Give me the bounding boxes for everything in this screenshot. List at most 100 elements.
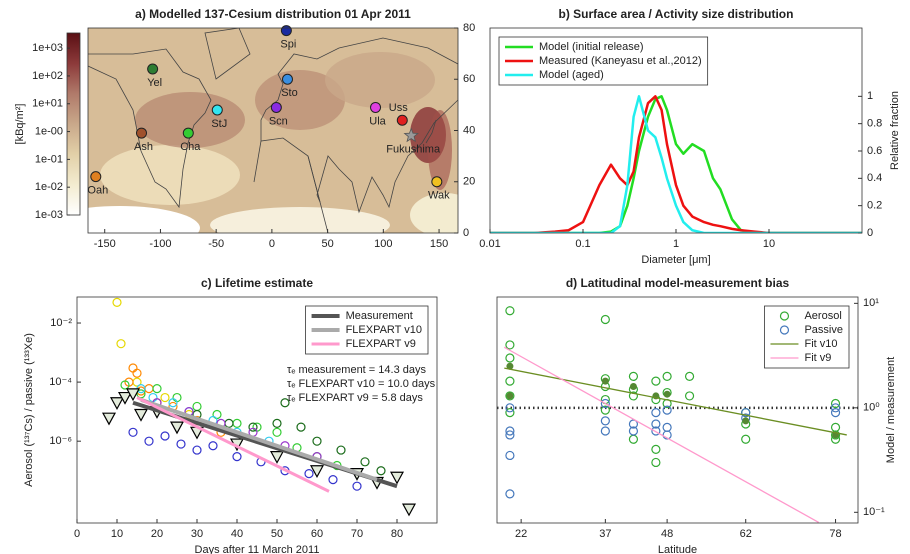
circle-point — [148, 392, 158, 403]
legend: Aerosol Passive Fit v10 Fit v9 — [764, 305, 850, 369]
station-marker — [135, 127, 147, 139]
circle-point — [651, 457, 661, 468]
circle-point — [505, 403, 515, 413]
station-label: Oah — [87, 185, 108, 197]
station-label: Scn — [269, 115, 288, 127]
triangle-point — [309, 465, 325, 478]
line-series — [490, 95, 862, 233]
triangle-point — [125, 388, 141, 402]
circle-point — [505, 376, 515, 386]
line-series — [140, 397, 378, 482]
circle-point — [192, 401, 202, 412]
x-tick-label: 0 — [74, 528, 80, 540]
x-tick-label: -150 — [94, 238, 116, 250]
y-tick-label: 80 — [463, 22, 475, 34]
colorbar — [66, 32, 81, 216]
y-tick-label: 10⁻⁶ — [49, 435, 72, 447]
station-marker — [431, 176, 443, 188]
station-marker — [147, 63, 159, 75]
circle-point — [116, 339, 126, 349]
triangle-point — [117, 391, 133, 405]
circle-point — [505, 450, 515, 461]
circle-point — [628, 426, 639, 436]
station-marker — [182, 127, 194, 139]
y-tick-label: 20 — [463, 176, 475, 188]
colorbar-tick-label: 1e-00 — [35, 125, 63, 137]
legend-label: Passive — [804, 324, 843, 336]
circle-point — [112, 297, 122, 307]
x-tick-label: 10 — [763, 238, 775, 250]
dot-point — [742, 417, 750, 425]
circle-point — [192, 445, 202, 455]
y-axis-label: Aerosol (¹³⁷Cs) / passive (¹³³Xe) — [23, 333, 35, 487]
circle-point — [336, 445, 346, 455]
x-tick-label: 1 — [673, 238, 679, 250]
line-series — [490, 95, 862, 233]
y-tick-label: 0.6 — [867, 145, 882, 157]
x-axis-label: Latitude — [658, 544, 697, 554]
x-tick-label: 62 — [740, 528, 752, 540]
circle-point — [662, 422, 672, 432]
circle-point — [628, 419, 639, 429]
circle-point — [830, 403, 841, 413]
station-label: StJ — [211, 118, 227, 130]
y-axis-label: Model / measurement — [885, 357, 897, 463]
circle-point — [272, 427, 282, 437]
circle-point — [505, 306, 515, 316]
triangle-point — [169, 421, 185, 435]
circle-point — [248, 422, 258, 432]
circle-point — [120, 380, 130, 390]
circle-point — [312, 436, 322, 446]
triangle-point — [269, 451, 285, 464]
circle-point — [651, 408, 661, 418]
circle-point — [684, 391, 695, 401]
circle-point — [830, 430, 841, 440]
line-series — [490, 95, 862, 233]
plot-area — [490, 95, 862, 233]
circle-point — [376, 466, 386, 476]
circle-point — [600, 416, 610, 426]
triangle-point — [101, 412, 117, 426]
y-axis-label: Relative fraction — [889, 91, 901, 170]
dot-point — [506, 362, 514, 370]
colorbar-tick-label: 1e+01 — [32, 98, 63, 110]
x-tick-label: 0.01 — [479, 238, 500, 250]
circle-point — [272, 418, 282, 428]
colorbar-label: [kBq/m²] — [14, 104, 26, 145]
station-marker — [270, 101, 282, 113]
circle-point — [505, 408, 515, 418]
legend-label: Aerosol — [804, 310, 841, 322]
legend: Measurement FLEXPART v10 FLEXPART v9 — [305, 305, 429, 355]
station-label: Ash — [134, 141, 153, 153]
y-tick-label: 0.4 — [867, 172, 882, 184]
circle-point — [304, 468, 314, 479]
legend-label: Measured (Kaneyasu et al.,2012) — [539, 55, 702, 67]
panel-title: a) Modelled 137-Cesium distribution 01 A… — [135, 7, 411, 21]
x-axis-label: Diameter [μm] — [641, 254, 710, 266]
circle-point — [662, 430, 672, 440]
circle-point — [208, 441, 218, 451]
circle-point — [830, 408, 841, 418]
y-tick-label: 10⁻⁴ — [49, 376, 72, 388]
station-label: Yel — [147, 77, 162, 89]
circle-point — [505, 353, 515, 363]
circle-point — [662, 405, 672, 415]
x-tick-label: 37 — [599, 528, 611, 540]
legend-box — [498, 36, 709, 86]
circle-point — [505, 426, 515, 436]
y-tick-label: 10¹ — [863, 297, 879, 309]
y-tick-label: 0.2 — [867, 200, 882, 212]
circle-point — [232, 452, 242, 462]
station-marker — [90, 171, 102, 183]
x-tick-label: 150 — [430, 238, 448, 250]
circle-point — [662, 371, 672, 381]
legend-label: Model (aged) — [539, 69, 604, 81]
circle-point — [144, 384, 154, 394]
panel-title: c) Lifetime estimate — [201, 276, 313, 290]
legend-swatch — [779, 311, 790, 321]
x-tick-label: 30 — [191, 528, 203, 540]
station-label: Uss — [389, 102, 408, 114]
circle-point — [128, 427, 138, 437]
y-tick-label: 10⁰ — [863, 402, 880, 414]
circle-point — [628, 434, 639, 444]
